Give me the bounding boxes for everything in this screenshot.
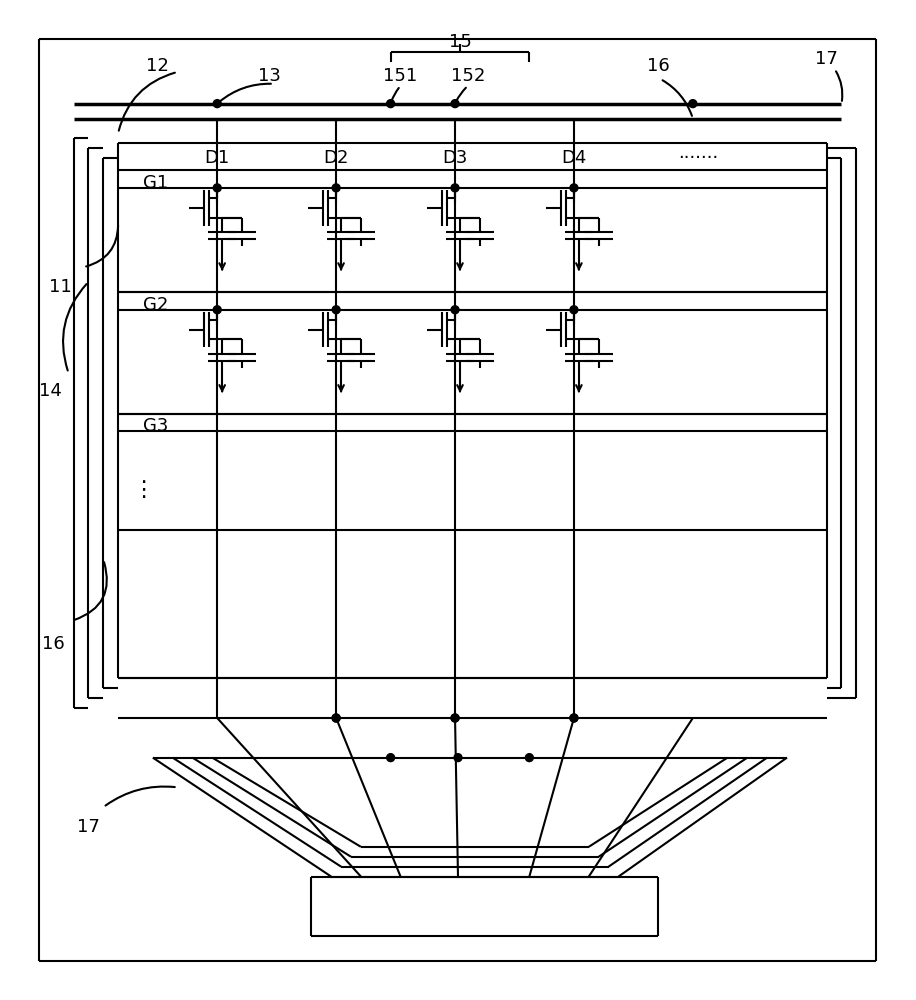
Circle shape — [213, 306, 221, 314]
Circle shape — [451, 306, 459, 314]
Circle shape — [333, 184, 340, 192]
Text: 152: 152 — [451, 67, 485, 85]
Text: 14: 14 — [39, 382, 62, 400]
Text: 16: 16 — [42, 635, 65, 653]
Circle shape — [454, 754, 462, 762]
Text: 17: 17 — [815, 50, 838, 68]
Text: 12: 12 — [147, 57, 169, 75]
Circle shape — [451, 714, 459, 722]
Circle shape — [387, 100, 395, 108]
Text: G1: G1 — [143, 174, 169, 192]
Text: 151: 151 — [384, 67, 418, 85]
Circle shape — [570, 184, 578, 192]
Text: G2: G2 — [143, 296, 169, 314]
Text: ⋮: ⋮ — [132, 480, 154, 500]
Circle shape — [333, 714, 340, 722]
Text: D4: D4 — [562, 149, 586, 167]
Text: G3: G3 — [143, 417, 169, 435]
Circle shape — [451, 184, 459, 192]
Text: 11: 11 — [49, 278, 72, 296]
Text: D3: D3 — [442, 149, 468, 167]
Circle shape — [387, 754, 395, 762]
Circle shape — [689, 100, 697, 108]
Circle shape — [451, 714, 459, 722]
Circle shape — [570, 306, 578, 314]
Circle shape — [333, 714, 340, 722]
Text: 15: 15 — [449, 33, 472, 51]
Text: 16: 16 — [647, 57, 670, 75]
Circle shape — [451, 100, 459, 108]
Circle shape — [526, 754, 533, 762]
Text: ·······: ······· — [678, 149, 718, 167]
Circle shape — [213, 100, 221, 108]
Circle shape — [333, 306, 340, 314]
Text: 13: 13 — [258, 67, 281, 85]
Circle shape — [570, 714, 578, 722]
Circle shape — [570, 714, 578, 722]
Text: D2: D2 — [323, 149, 349, 167]
Text: 17: 17 — [77, 818, 100, 836]
Circle shape — [213, 184, 221, 192]
Text: D1: D1 — [204, 149, 230, 167]
